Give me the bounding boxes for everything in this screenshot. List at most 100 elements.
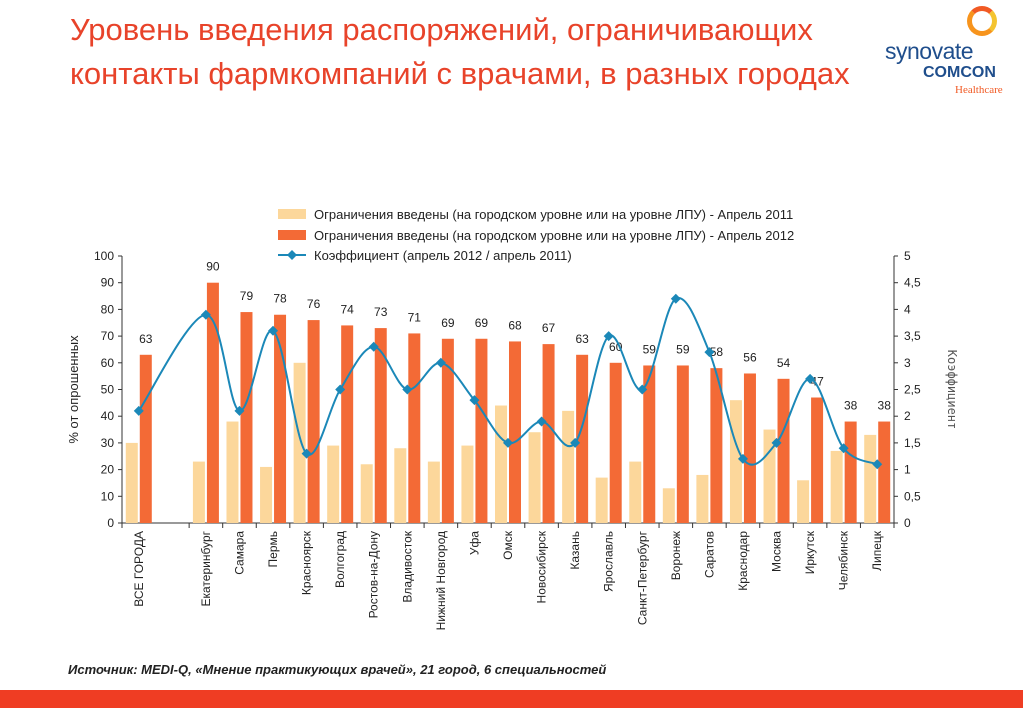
source-note: Источник: MEDI-Q, «Мнение практикующих в… <box>68 662 607 677</box>
coefficient-point <box>301 448 312 459</box>
x-tick-label: Уфа <box>467 531 481 555</box>
x-tick-label: Ростов-на-Дону <box>367 531 381 618</box>
bar-2011 <box>192 461 205 523</box>
legend-label-coefficient: Коэффициент (апрель 2012 / апрель 2011) <box>314 248 572 263</box>
bar-2011 <box>629 461 642 523</box>
bar-2012-value-label: 71 <box>408 310 422 324</box>
y-tick-label-left: 10 <box>101 489 115 503</box>
x-tick-label: Ярославль <box>602 531 616 592</box>
x-tick-label: Екатеринбург <box>199 530 213 606</box>
x-tick-label: Санкт-Петербург <box>635 530 649 625</box>
bar-2012 <box>509 341 521 523</box>
bar-2012 <box>374 328 387 523</box>
coefficient-point <box>268 325 279 336</box>
bar-2012 <box>206 282 219 523</box>
bar-2012 <box>240 312 253 523</box>
x-tick-label: Нижний Новгород <box>434 531 448 630</box>
bar-2012-value-label: 63 <box>575 332 589 346</box>
legend-label-2011: Ограничения введены (на городском уровне… <box>314 207 793 222</box>
bar-2012-value-label: 73 <box>374 305 388 319</box>
bar-2011 <box>461 445 474 523</box>
bar-2012-value-label: 76 <box>307 297 321 311</box>
bar-2012 <box>643 365 656 523</box>
bar-2012-value-label: 38 <box>844 399 858 413</box>
y-tick-label-right: 4 <box>904 302 911 316</box>
bar-2011 <box>125 442 138 523</box>
coefficient-point <box>737 453 748 464</box>
bar-2011 <box>830 450 843 523</box>
y-tick-label-right: 4,5 <box>904 276 921 290</box>
bar-2012 <box>777 378 790 523</box>
coefficient-point <box>570 437 581 448</box>
bar-2011 <box>327 445 340 523</box>
bar-2011 <box>595 477 608 523</box>
bar-2011 <box>562 410 575 523</box>
coefficient-point <box>368 341 379 352</box>
coefficient-point <box>637 384 648 395</box>
bar-2012-value-label: 69 <box>475 316 489 330</box>
y-tick-label-left: 100 <box>94 249 114 263</box>
bar-2012 <box>743 373 756 523</box>
bar-2012-value-label: 68 <box>508 318 522 332</box>
legend-swatch-2011 <box>278 209 306 219</box>
bar-2012 <box>408 333 421 523</box>
x-tick-label: Самара <box>232 531 246 575</box>
bar-2011 <box>729 400 742 523</box>
bar-2011 <box>528 432 541 523</box>
page-title: Уровень введения распоряжений, ограничив… <box>70 12 850 91</box>
bar-2012 <box>475 338 488 523</box>
bar-2012-value-label: 79 <box>240 289 254 303</box>
bar-2012 <box>676 365 689 523</box>
bar-2012-value-label: 74 <box>340 302 354 316</box>
bar-2012-value-label: 63 <box>139 332 153 346</box>
coefficient-point <box>335 384 346 395</box>
bar-2011 <box>797 480 810 523</box>
bar-2012-value-label: 59 <box>676 342 690 356</box>
coefficient-point <box>771 437 782 448</box>
y-tick-label-right: 1,5 <box>904 436 921 450</box>
footer-bar <box>0 690 1023 708</box>
x-tick-label: Омск <box>501 530 515 560</box>
x-tick-label: Краснодар <box>736 531 750 591</box>
bar-2012 <box>576 354 589 523</box>
y-tick-label-left: 40 <box>101 409 115 423</box>
logo-line-1: synovate <box>885 38 974 64</box>
bar-2011 <box>394 448 407 523</box>
x-tick-label: Красноярск <box>300 530 314 595</box>
coefficient-point <box>603 331 614 342</box>
y-axis-title-left: % от опрошенных <box>66 335 81 444</box>
coefficient-point <box>704 347 715 358</box>
bar-2012 <box>710 368 723 523</box>
bar-2011 <box>360 464 373 523</box>
x-tick-label: Новосибирск <box>535 530 549 603</box>
bar-2012-value-label: 54 <box>777 356 791 370</box>
bar-2012-value-label: 60 <box>609 340 623 354</box>
bar-2012-value-label: 78 <box>273 292 287 306</box>
x-tick-label: ВСЕ ГОРОДА <box>132 531 146 607</box>
bar-2012-value-label: 67 <box>542 321 556 335</box>
legend-swatch-2012 <box>278 230 306 240</box>
bar-2012 <box>844 421 857 523</box>
x-tick-label: Саратов <box>702 531 716 578</box>
y-tick-label-right: 5 <box>904 249 911 263</box>
y-axis-title-right: Коэффициент <box>945 350 959 429</box>
coefficient-point <box>536 416 547 427</box>
coefficient-point <box>838 443 849 454</box>
coefficient-point <box>872 459 883 470</box>
bar-2012 <box>139 354 152 523</box>
x-tick-label: Пермь <box>266 531 280 567</box>
logo-line-2: COMCON <box>923 64 996 81</box>
y-tick-label-right: 1 <box>904 463 911 477</box>
bar-2011 <box>226 421 239 523</box>
bar-2012-value-label: 69 <box>441 316 455 330</box>
synovate-comcon-logo: synovate COMCON Healthcare <box>885 4 1015 100</box>
x-tick-label: Москва <box>770 531 784 572</box>
y-tick-label-right: 3,5 <box>904 329 921 343</box>
y-tick-label-left: 90 <box>101 276 115 290</box>
bar-2011 <box>696 474 709 523</box>
legend-marker-coefficient <box>287 250 297 260</box>
y-tick-label-right: 0,5 <box>904 489 921 503</box>
y-tick-label-right: 0 <box>904 516 911 530</box>
logo-ring-icon <box>967 6 997 36</box>
